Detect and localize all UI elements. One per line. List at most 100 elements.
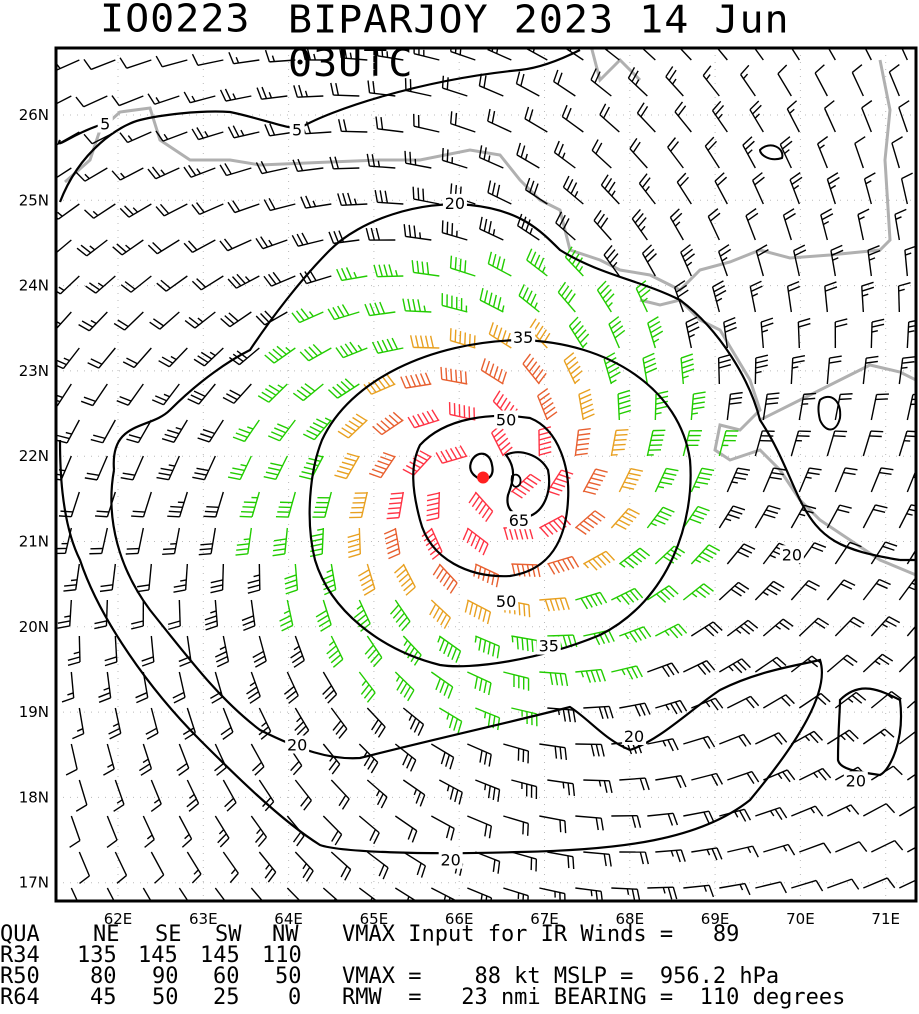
wind-barb (56, 203, 80, 220)
wind-barb (583, 851, 612, 867)
wind-barb (448, 402, 476, 421)
wind-barb (816, 136, 829, 169)
wind-barb (366, 153, 396, 169)
svg-text:20: 20 (624, 727, 644, 746)
wind-barb (178, 815, 193, 848)
wind-barb (87, 347, 116, 369)
wind-barb (826, 654, 858, 673)
wind-barb (602, 48, 620, 61)
wind-barb (610, 507, 640, 530)
wind-barb (479, 216, 504, 241)
wind-barb (294, 851, 314, 882)
longitude-tick-label: 69E (701, 910, 730, 928)
wind-barb (826, 172, 840, 205)
r50-label: R50 (0, 964, 40, 989)
wind-barb (718, 581, 750, 601)
wind-barb (898, 805, 916, 817)
wind-barb (539, 671, 569, 687)
wind-contours (57, 49, 916, 855)
wind-barb (857, 208, 870, 241)
wind-barb (511, 707, 538, 727)
wind-barb (232, 419, 260, 443)
wind-barb (147, 93, 180, 105)
latitude-tick-label: 18N (19, 788, 49, 806)
wind-barb (85, 275, 116, 294)
wind-barb (178, 635, 192, 668)
wind-barb (294, 779, 312, 811)
wind-barb (441, 220, 468, 241)
wind-barb (70, 887, 79, 901)
wind-barb (183, 164, 216, 178)
wind-barb (679, 48, 692, 61)
wind-barb (187, 383, 216, 405)
wind-barb (755, 806, 788, 821)
contour-label: 20 (779, 545, 804, 564)
wind-barb (790, 579, 820, 601)
wind-barb (826, 430, 848, 457)
wind-barb (862, 578, 891, 601)
wind-barb (665, 66, 684, 97)
wind-barb (726, 543, 756, 565)
wind-barb (98, 671, 112, 703)
wind-barb (75, 167, 108, 182)
wind-barb (407, 409, 440, 429)
wind-barb (375, 116, 404, 133)
wind-barb (619, 702, 651, 717)
wind-barb (394, 815, 418, 843)
wind-barb (300, 195, 332, 209)
wind-barb (707, 208, 721, 241)
wind-barb (870, 541, 898, 565)
wind-barb (798, 392, 817, 421)
wind-barb (330, 779, 350, 810)
wind-barb (184, 311, 216, 329)
quadrant-header-label: QUA (0, 922, 40, 947)
wind-barb (290, 635, 305, 668)
wind-barb (220, 707, 234, 740)
latitude-tick-label: 20N (19, 618, 49, 636)
wind-barb (99, 563, 117, 593)
svg-text:65: 65 (509, 511, 529, 530)
wind-barb (468, 491, 494, 523)
wind-barb (432, 563, 458, 594)
wind-barb (503, 815, 529, 836)
svg-text:20: 20 (846, 771, 866, 790)
wind-barb (366, 851, 389, 880)
wind-barb (413, 113, 440, 133)
wind-barb (178, 887, 189, 901)
wind-barb (727, 845, 759, 858)
wind-barb (366, 779, 388, 809)
wind-barb (478, 145, 504, 169)
wind-barb (302, 417, 332, 441)
wind-barb (749, 100, 764, 133)
wind-barb (762, 467, 786, 493)
wind-barb (402, 635, 422, 666)
wind-barb (186, 779, 200, 812)
wind-barb (799, 767, 832, 781)
wind-barb (394, 671, 415, 702)
wind-barb (901, 48, 908, 61)
wind-barb (147, 166, 180, 180)
wind-barb (870, 616, 901, 637)
wind-barb (503, 671, 530, 691)
wind-barb (210, 563, 225, 594)
contour-small-core (510, 473, 522, 488)
wind-barb (861, 100, 873, 133)
wind-barb (450, 48, 476, 61)
latitude-tick-label: 19N (19, 703, 49, 721)
wind-barb (793, 244, 807, 277)
wind-barb (814, 64, 828, 97)
wind-barb (862, 430, 884, 457)
wind-barb (680, 244, 695, 277)
contour-label: 20 (285, 735, 310, 755)
wind-barb (366, 707, 386, 738)
wind-barb (714, 172, 728, 205)
wind-barb (718, 430, 739, 457)
wind-barb (786, 100, 800, 133)
wind-barb (258, 779, 275, 812)
wind-barb (172, 671, 186, 704)
wind-barb (358, 671, 376, 703)
vmax-input-text: VMAX Input for IR Winds = 89 (342, 922, 740, 947)
wind-barb (635, 280, 651, 313)
wind-barb (155, 203, 188, 217)
latitude-tick-label: 25N (19, 191, 49, 209)
